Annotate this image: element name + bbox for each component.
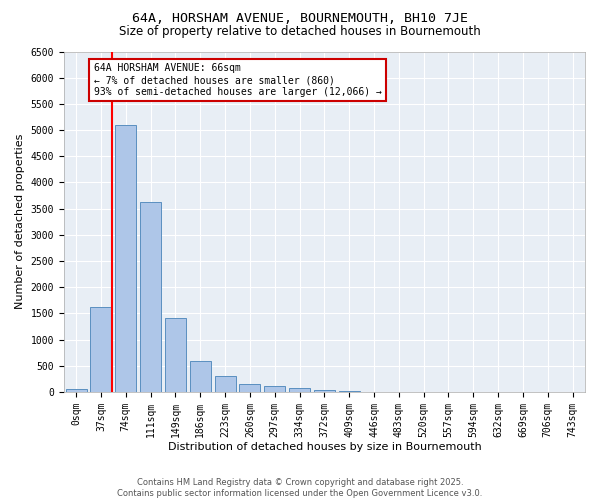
Bar	[115, 125, 136, 392]
Bar	[338, 391, 360, 392]
Bar	[190, 360, 211, 392]
Text: Contains HM Land Registry data © Crown copyright and database right 2025.
Contai: Contains HM Land Registry data © Crown c…	[118, 478, 482, 498]
Y-axis label: Number of detached properties: Number of detached properties	[15, 134, 25, 310]
Bar	[314, 390, 335, 392]
Bar	[239, 384, 260, 392]
Bar	[165, 318, 186, 392]
Bar	[65, 389, 87, 392]
Bar	[215, 376, 236, 392]
Bar	[140, 202, 161, 392]
X-axis label: Distribution of detached houses by size in Bournemouth: Distribution of detached houses by size …	[167, 442, 481, 452]
Text: Size of property relative to detached houses in Bournemouth: Size of property relative to detached ho…	[119, 25, 481, 38]
Bar	[289, 388, 310, 392]
Bar	[264, 386, 285, 392]
Text: 64A HORSHAM AVENUE: 66sqm
← 7% of detached houses are smaller (860)
93% of semi-: 64A HORSHAM AVENUE: 66sqm ← 7% of detach…	[94, 64, 382, 96]
Bar	[91, 307, 112, 392]
Text: 64A, HORSHAM AVENUE, BOURNEMOUTH, BH10 7JE: 64A, HORSHAM AVENUE, BOURNEMOUTH, BH10 7…	[132, 12, 468, 26]
